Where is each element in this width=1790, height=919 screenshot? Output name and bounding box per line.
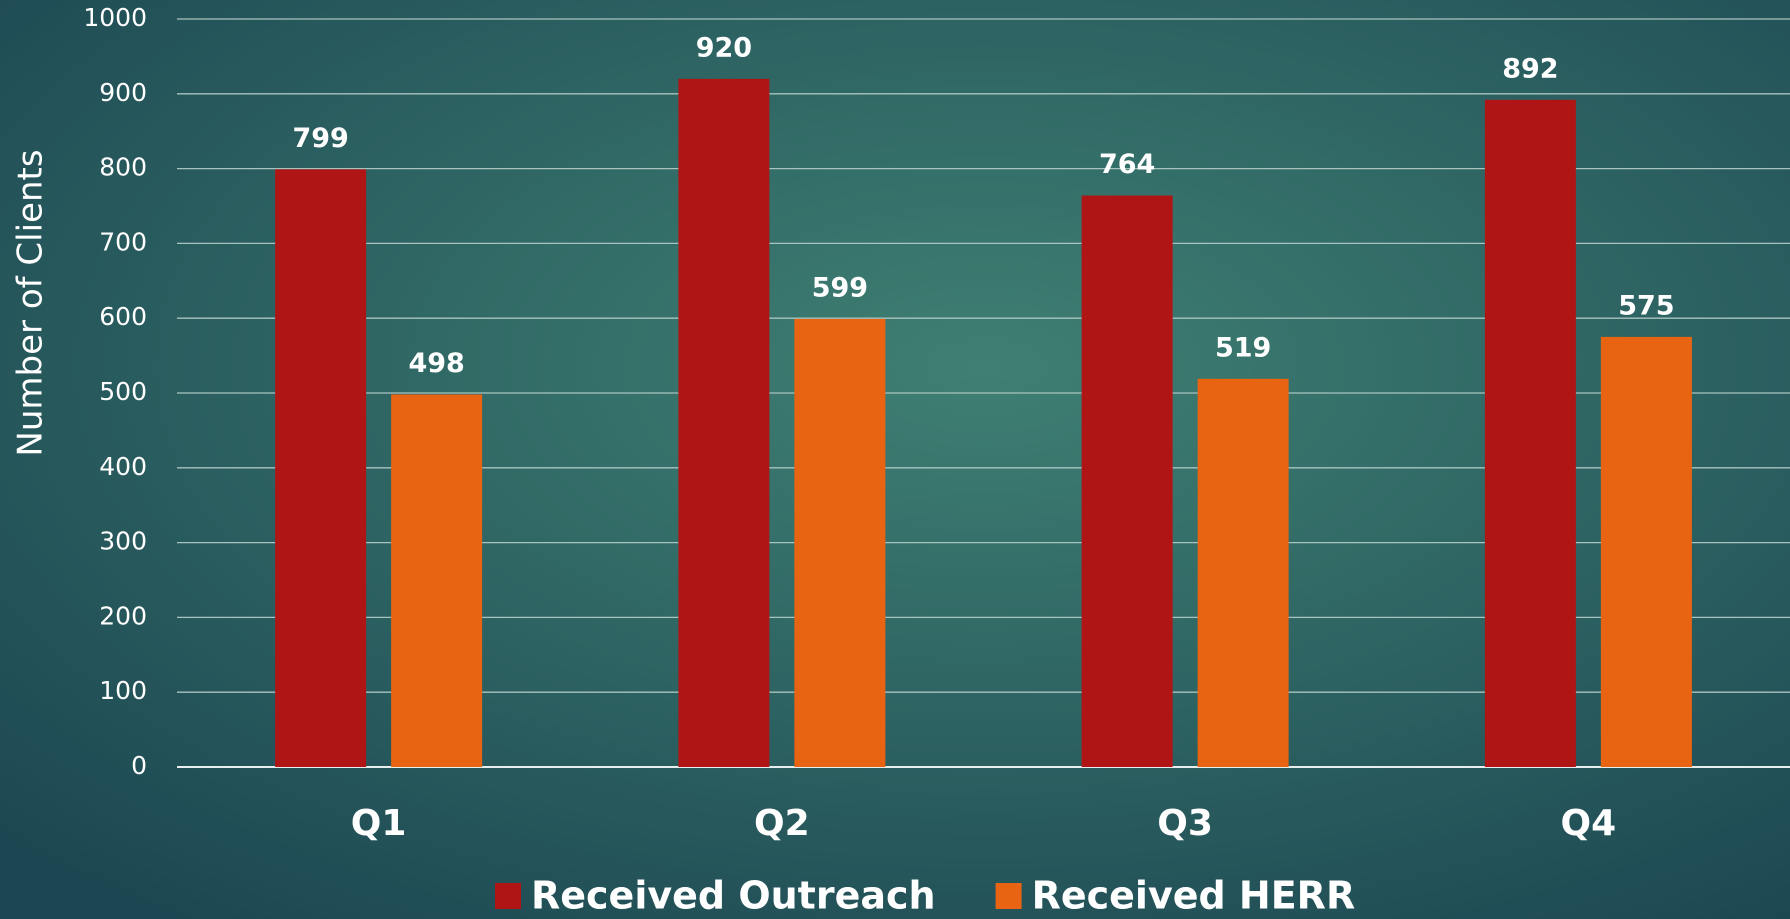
y-axis-title: Number of Clients (11, 149, 51, 456)
data-label: 764 (1099, 149, 1155, 180)
legend-swatch (995, 883, 1022, 909)
y-tick-label: 800 (99, 153, 147, 182)
data-label: 799 (292, 123, 348, 154)
y-tick-label: 200 (99, 601, 147, 630)
legend-swatch (495, 883, 521, 909)
bar (678, 78, 770, 768)
x-tick-label: Q2 (754, 803, 810, 844)
data-label: 519 (1215, 332, 1271, 363)
y-tick-label: 500 (99, 377, 147, 406)
bar (391, 394, 483, 767)
bar (1484, 99, 1576, 767)
bar (794, 318, 886, 767)
y-tick-label: 600 (99, 302, 147, 331)
y-tick-label: 900 (99, 78, 147, 107)
data-label: 498 (408, 348, 464, 379)
x-tick-label: Q3 (1157, 803, 1213, 844)
y-tick-label: 1000 (83, 3, 147, 32)
legend-label: Received Outreach (531, 874, 936, 918)
data-label: 892 (1502, 53, 1558, 84)
y-tick-label: 100 (99, 676, 147, 705)
data-label: 599 (812, 272, 868, 303)
x-tick-label: Q4 (1561, 803, 1617, 844)
bar (1081, 195, 1173, 767)
bar (275, 169, 367, 767)
x-tick-label: Q1 (351, 803, 407, 844)
bar (1197, 378, 1289, 767)
legend-label: Received HERR (1032, 874, 1356, 918)
y-tick-label: 700 (99, 227, 147, 256)
data-label: 920 (696, 32, 752, 63)
y-tick-label: 400 (99, 452, 147, 481)
y-tick-label: 0 (131, 751, 147, 780)
data-label: 575 (1618, 290, 1674, 321)
y-tick-label: 300 (99, 527, 147, 556)
bar (1600, 336, 1692, 767)
